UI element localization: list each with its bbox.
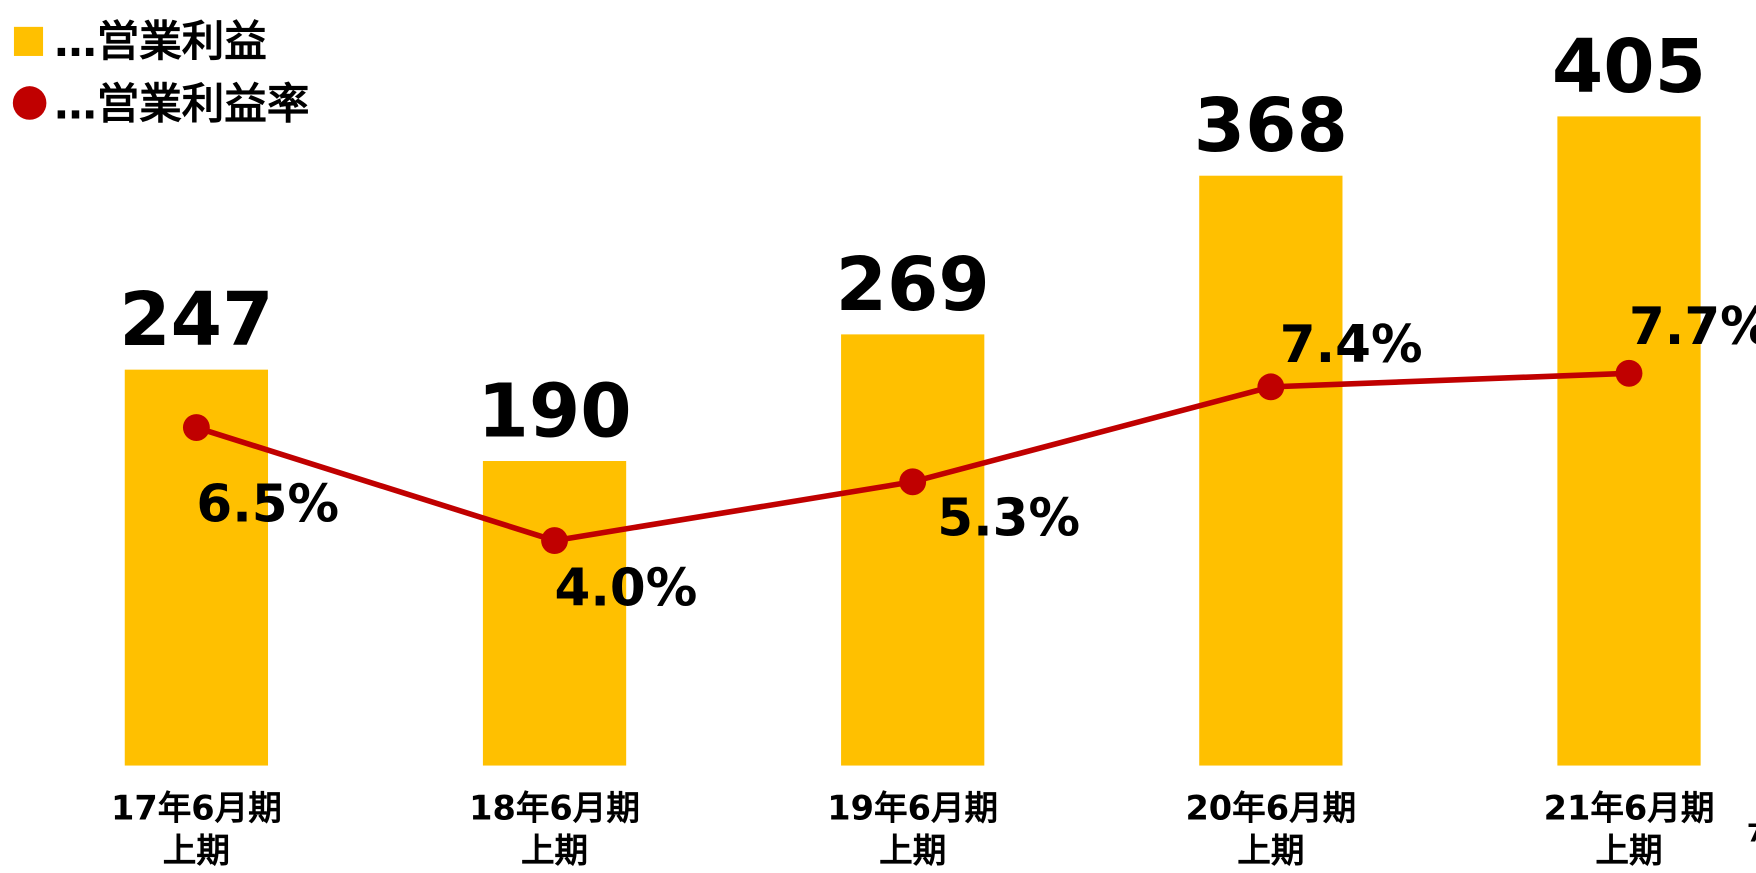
- x-tick-label-box: 17年6月期 上期: [110, 789, 282, 871]
- line-value-label: 7.7%: [1629, 297, 1756, 357]
- line-point: [1257, 373, 1285, 401]
- x-tick-label: 19年6月期 上期: [827, 789, 999, 871]
- bar: [482, 461, 627, 766]
- line-value-label: 4.0%: [555, 559, 698, 619]
- legend-label: …営業利益: [54, 18, 267, 67]
- bar: [1557, 116, 1701, 766]
- page-number: 7: [1747, 819, 1756, 848]
- legend-marker: [13, 26, 44, 56]
- bar-value-label: 269: [836, 242, 990, 328]
- x-tick-label-box: 20年6月期 上期: [1185, 789, 1357, 871]
- line-point: [182, 414, 210, 441]
- x-tick-label-box: 19年6月期 上期: [827, 789, 999, 871]
- x-tick-label: 18年6月期 上期: [469, 789, 640, 871]
- x-tick-label-box: 18年6月期 上期: [469, 789, 640, 871]
- line-value-label: 6.5%: [196, 475, 339, 535]
- legend-label: …営業利益率: [54, 81, 309, 130]
- bar-value-label: 190: [477, 368, 631, 454]
- line-value-label: 5.3%: [937, 489, 1080, 549]
- bar-value-label: 405: [1552, 24, 1706, 110]
- bar: [1199, 175, 1343, 766]
- x-tick-label: 17年6月期 上期: [110, 789, 282, 871]
- x-tick-label-box: 21年6月期 上期: [1543, 789, 1715, 871]
- line-value-label: 7.4%: [1280, 315, 1423, 375]
- line-point: [899, 468, 927, 496]
- bar-value-label: 247: [119, 277, 273, 363]
- bar-value-label: 368: [1194, 83, 1348, 169]
- line-point: [541, 527, 568, 555]
- line-point: [1615, 359, 1643, 387]
- bar: [841, 334, 985, 766]
- x-tick-label: 20年6月期 上期: [1185, 789, 1357, 871]
- x-tick-label: 21年6月期 上期: [1543, 789, 1715, 871]
- legend-marker: [12, 86, 47, 120]
